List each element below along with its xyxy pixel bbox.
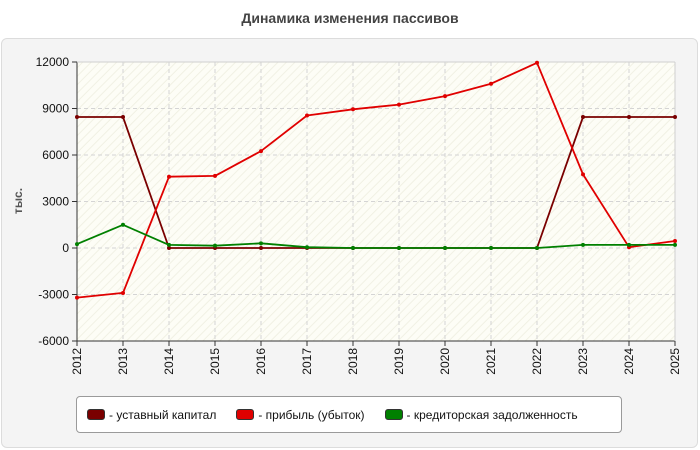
series-1-point (351, 107, 355, 112)
series-1-point (213, 173, 217, 178)
y-tick-label: -3000 (38, 288, 69, 302)
series-2-point (673, 242, 677, 247)
legend-label: - прибыль (убыток) (258, 407, 365, 422)
series-0-point (581, 115, 585, 120)
x-tick-label: 2015 (208, 348, 222, 375)
x-tick-label: 2023 (576, 348, 590, 375)
legend-item-pribyl: - прибыль (убыток) (236, 407, 365, 422)
x-tick-label: 2012 (70, 348, 84, 375)
series-0-point (121, 115, 125, 120)
legend-label: - уставный капитал (109, 407, 217, 422)
series-2-point (259, 241, 263, 246)
series-2-point (75, 242, 79, 247)
series-0-point (627, 115, 631, 120)
series-2-point (121, 222, 125, 227)
series-line-2 (76, 223, 675, 249)
series-1-point (259, 149, 263, 154)
series-2-point (443, 246, 447, 250)
y-tick-label: -6000 (38, 334, 69, 348)
series-1-point (305, 113, 309, 118)
x-tick-label: 2021 (484, 348, 498, 375)
x-tick-label: 2025 (668, 348, 682, 375)
legend-label: - кредиторская задолженность (406, 407, 578, 422)
legend-swatch (236, 409, 255, 420)
series-line-1 (76, 61, 676, 299)
legend: - уставный капитал - прибыль (убыток) - … (76, 396, 622, 433)
series-1-point (581, 172, 585, 177)
series-1-point (75, 295, 79, 300)
legend-swatch (87, 409, 105, 420)
series-1-point (397, 102, 401, 107)
series-0-point (167, 246, 171, 250)
legend-swatch (384, 409, 403, 420)
x-tick-label: 2016 (254, 348, 268, 375)
series-2-point (627, 242, 631, 247)
x-tick-label: 2024 (622, 348, 636, 375)
series-1-point (167, 174, 171, 179)
x-tick-label: 2019 (392, 348, 406, 375)
series-1-point (121, 290, 125, 295)
series-0-point (673, 115, 677, 120)
x-tick-label: 2020 (438, 348, 452, 375)
series-0-point (75, 115, 79, 120)
series-2-point (581, 242, 585, 247)
series-2-point (167, 242, 171, 247)
series-0-point (259, 246, 263, 250)
series-1-point (443, 94, 447, 99)
series-1-point (673, 239, 677, 244)
x-tick-label: 2013 (116, 348, 130, 375)
x-tick-label: 2014 (162, 348, 176, 375)
y-tick-label: 6000 (42, 148, 69, 162)
x-tick-label: 2018 (346, 348, 360, 375)
series-2-point (305, 245, 309, 250)
series-1-point (535, 60, 539, 65)
series-1-point (489, 81, 493, 86)
y-axis-label: тыс. (11, 188, 25, 214)
series-2-point (213, 243, 217, 248)
y-tick-label: 12000 (36, 55, 70, 69)
x-tick-label: 2022 (530, 348, 544, 375)
y-tick-label: 3000 (42, 195, 69, 209)
x-tick-label: 2017 (300, 348, 314, 375)
series-2-point (397, 246, 401, 250)
series-2-point (535, 246, 539, 250)
y-tick-label: 0 (62, 241, 69, 255)
legend-item-ustavny-kapital: - уставный капитал (87, 408, 216, 422)
legend-item-kreditorskaya: - кредиторская задолженность (384, 407, 578, 422)
series-2-point (351, 246, 355, 250)
series-2-point (489, 246, 493, 250)
y-tick-label: 9000 (42, 102, 69, 116)
chart-title: Динамика изменения пассивов (241, 10, 459, 26)
